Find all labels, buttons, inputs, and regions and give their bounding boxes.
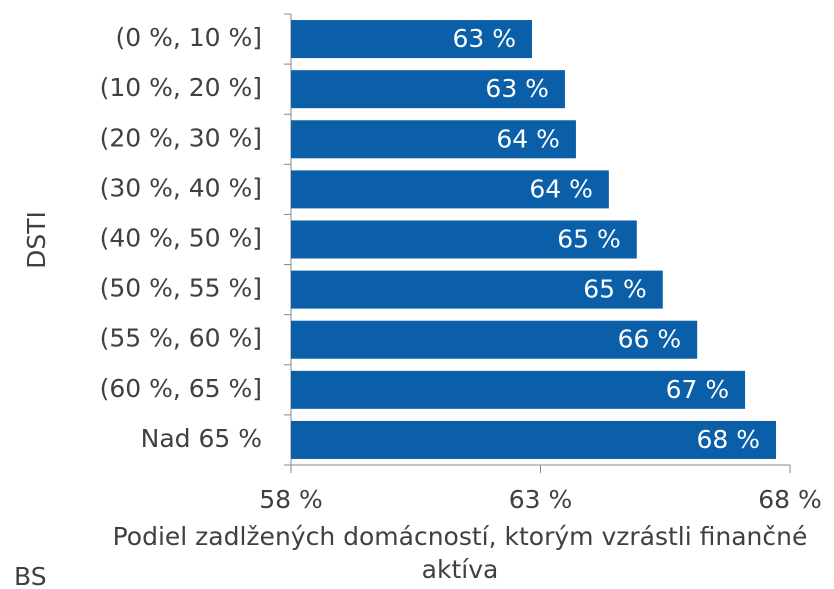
bar bbox=[291, 420, 777, 459]
source: BS bbox=[14, 562, 47, 589]
bar bbox=[291, 170, 609, 209]
value-label: 65 % bbox=[557, 225, 621, 254]
y-tick-label: (30 %, 40 %] bbox=[100, 173, 262, 202]
x-tick-label: 68 % bbox=[758, 485, 822, 514]
bar bbox=[291, 70, 565, 109]
y-tick-label: (10 %, 20 %] bbox=[100, 73, 262, 102]
value-label: 65 % bbox=[583, 275, 647, 304]
value-label: 63 % bbox=[453, 24, 517, 53]
x-axis-label: Podiel zadlžených domácností, ktorým vzr… bbox=[112, 522, 808, 584]
y-tick-label: (55 %, 60 %] bbox=[100, 324, 262, 353]
x-tick-label: 58 % bbox=[259, 485, 323, 514]
value-label: 63 % bbox=[485, 74, 549, 103]
y-tick-label: (0 %, 10 %] bbox=[115, 23, 262, 52]
value-label: 66 % bbox=[618, 325, 682, 354]
bar bbox=[291, 220, 637, 259]
value-label: 64 % bbox=[529, 174, 593, 203]
y-tick-label: (50 %, 55 %] bbox=[100, 274, 262, 303]
y-axis-label: DSTI bbox=[22, 211, 51, 269]
y-tick-label: Nad 65 % bbox=[141, 424, 262, 453]
bar bbox=[291, 120, 576, 159]
value-label: 64 % bbox=[496, 124, 560, 153]
bar bbox=[291, 320, 698, 359]
x-tick-label: 63 % bbox=[509, 485, 573, 514]
y-tick-label: (20 %, 30 %] bbox=[100, 123, 262, 152]
y-tick-label: (60 %, 65 %] bbox=[100, 374, 262, 403]
value-label: 67 % bbox=[666, 375, 730, 404]
value-label: 68 % bbox=[697, 425, 761, 454]
bar bbox=[291, 370, 746, 409]
bar bbox=[291, 270, 663, 309]
y-tick-label: (40 %, 50 %] bbox=[100, 224, 262, 253]
bar bbox=[291, 20, 533, 59]
